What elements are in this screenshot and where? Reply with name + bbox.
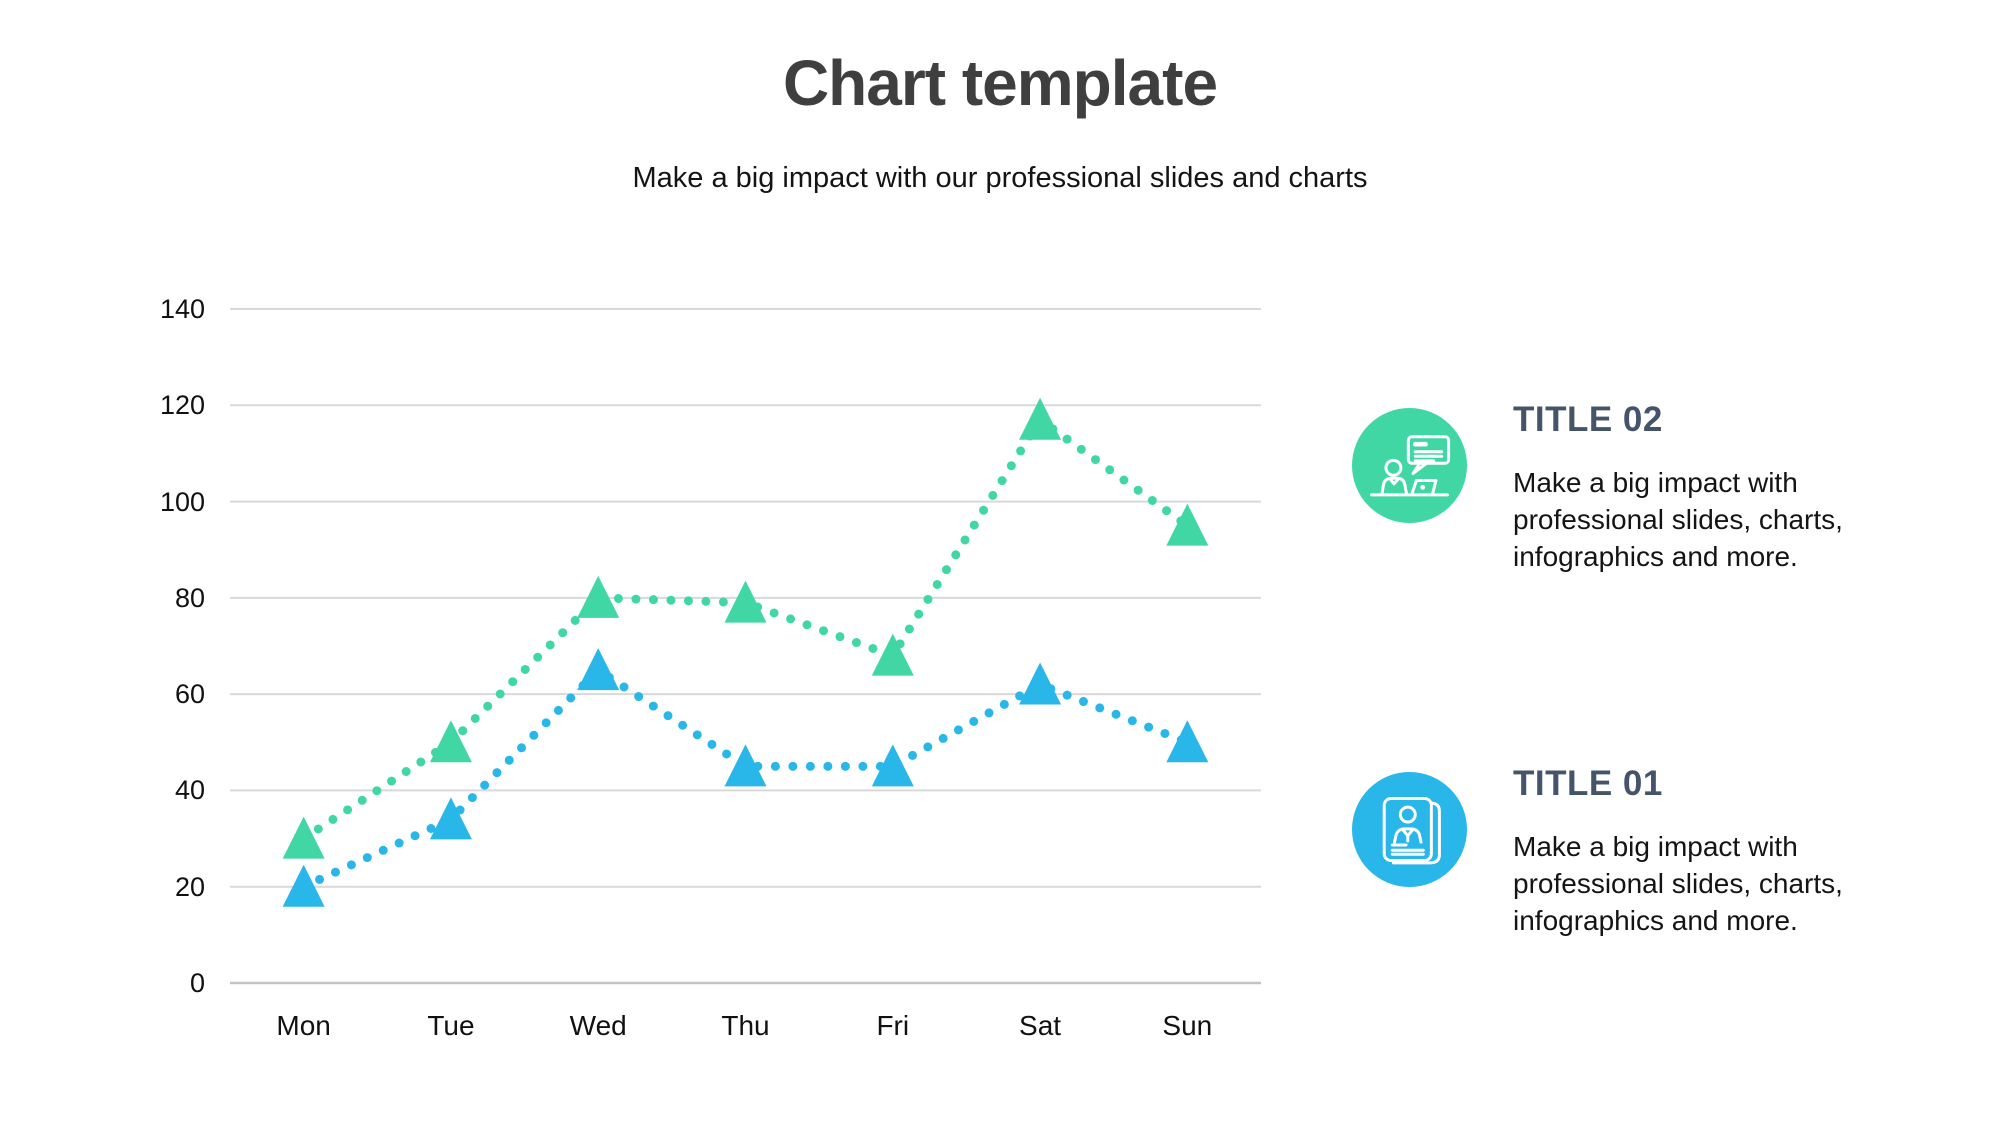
data-point-marker <box>429 797 472 840</box>
data-point-marker <box>1019 397 1062 440</box>
page-subtitle: Make a big impact with our professional … <box>632 162 1368 194</box>
data-point-marker <box>871 633 914 676</box>
presentation-person-icon <box>1370 435 1451 497</box>
x-tick-label: Sat <box>1019 1010 1062 1041</box>
info-block-heading: TITLE 02 <box>1513 400 1663 439</box>
green-icon-circle <box>1352 408 1467 523</box>
page-title: Chart template <box>782 47 1218 119</box>
blue-icon-circle <box>1352 772 1467 887</box>
y-tick-label: 100 <box>159 486 205 517</box>
y-tick-label: 20 <box>174 871 205 902</box>
data-point-marker <box>1166 720 1209 763</box>
chart-plot-area <box>230 308 1261 985</box>
info-block-description: Make a big impact with professional slid… <box>1513 467 1843 572</box>
y-tick-label: 140 <box>159 294 205 324</box>
y-tick-label: 120 <box>159 390 205 421</box>
data-point-marker <box>871 744 914 787</box>
data-point-marker <box>1166 503 1209 546</box>
x-tick-label: Tue <box>427 1010 475 1041</box>
x-tick-label: Fri <box>876 1010 910 1041</box>
data-point-marker <box>724 580 767 623</box>
info-block-description: Make a big impact with professional slid… <box>1513 831 1843 936</box>
profile-document-icon <box>1382 796 1441 865</box>
data-point-marker <box>282 864 325 907</box>
y-tick-label: 80 <box>174 582 205 613</box>
data-point-marker <box>577 648 620 691</box>
data-point-marker <box>724 744 767 787</box>
data-point-marker <box>429 720 472 763</box>
y-tick-label: 60 <box>174 679 205 710</box>
y-tick-label: 40 <box>174 775 205 806</box>
data-point-marker <box>577 575 620 618</box>
x-tick-label: Mon <box>276 1010 331 1041</box>
x-tick-label: Wed <box>569 1010 627 1041</box>
x-tick-label: Sun <box>1162 1010 1213 1041</box>
data-point-marker <box>282 816 325 859</box>
info-block-heading: TITLE 01 <box>1513 764 1663 803</box>
data-point-marker <box>1019 662 1062 705</box>
x-tick-label: Thu <box>721 1010 770 1041</box>
y-tick-label: 0 <box>189 968 205 998</box>
